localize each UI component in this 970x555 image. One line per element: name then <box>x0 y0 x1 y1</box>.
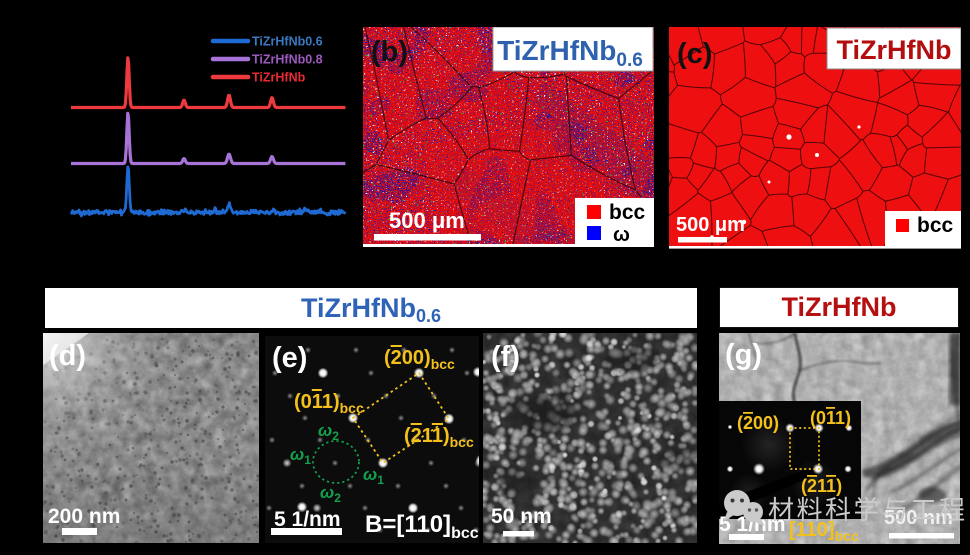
svg-text:(211): (211) <box>801 476 842 496</box>
svg-text:500 nm: 500 nm <box>884 507 953 529</box>
svg-text:500 μm: 500 μm <box>676 214 745 236</box>
svg-text:TiZrHfNb: TiZrHfNb <box>837 35 952 65</box>
svg-text:200 nm: 200 nm <box>48 505 120 528</box>
svg-text:(011)bcc: (011)bcc <box>294 391 364 416</box>
svg-text:5 1/nm: 5 1/nm <box>719 513 786 536</box>
svg-text:TiZrHfNb: TiZrHfNb <box>252 71 306 85</box>
svg-text:TiZrHfNb0.6: TiZrHfNb0.6 <box>252 35 323 49</box>
svg-text:5 1/nm: 5 1/nm <box>274 508 341 531</box>
svg-text:ω: ω <box>613 224 630 246</box>
svg-text:TiZrHfNb0.8: TiZrHfNb0.8 <box>252 53 323 67</box>
svg-text:材料科学与工程: 材料科学与工程 <box>768 495 968 525</box>
svg-text:(e): (e) <box>272 342 307 374</box>
svg-text:bcc: bcc <box>609 201 646 224</box>
svg-text:500 μm: 500 μm <box>389 208 465 233</box>
svg-text:bcc: bcc <box>917 214 954 237</box>
svg-text:(200): (200) <box>737 413 779 433</box>
svg-text:(c): (c) <box>677 38 712 70</box>
svg-text:(f): (f) <box>491 341 520 373</box>
svg-text:(g): (g) <box>725 339 762 371</box>
svg-text:50 nm: 50 nm <box>491 505 552 528</box>
svg-text:(011): (011) <box>810 408 851 428</box>
svg-text:(b): (b) <box>371 36 408 68</box>
svg-text:(d): (d) <box>49 340 86 372</box>
svg-text:(211)bcc: (211)bcc <box>404 425 474 450</box>
